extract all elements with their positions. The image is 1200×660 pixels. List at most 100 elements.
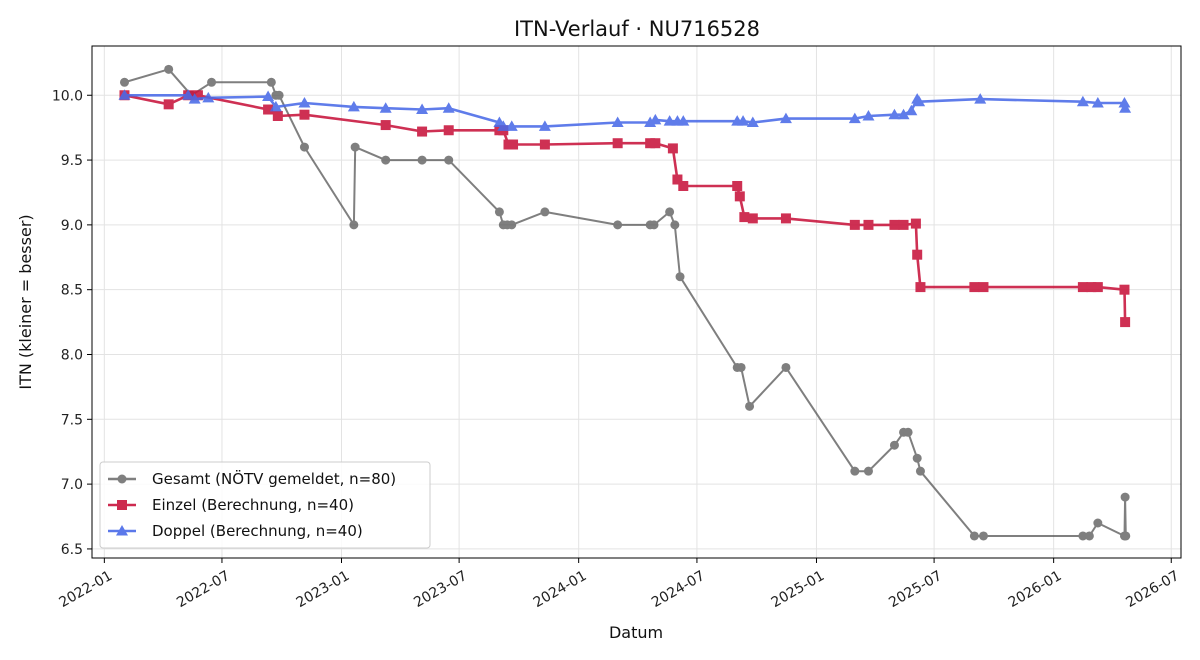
data-point — [849, 219, 860, 230]
x-tick-label: 2024-01 — [531, 568, 590, 611]
data-point — [1092, 282, 1103, 293]
data-point — [779, 112, 792, 124]
data-point — [269, 100, 282, 112]
data-point — [670, 220, 680, 230]
data-point — [613, 220, 623, 230]
data-point — [969, 531, 979, 541]
data-point — [1119, 102, 1132, 113]
data-point — [1076, 95, 1089, 107]
legend-item — [108, 474, 136, 484]
data-point — [739, 212, 750, 223]
data-point — [863, 219, 874, 230]
data-point — [665, 207, 675, 217]
data-point — [442, 102, 455, 113]
x-axis-ticks: 2022-01 2022-07 2023-01 2023-07 2024-01 2024-… — [56, 558, 1182, 611]
chart-title: ITN-Verlauf · NU716528 — [514, 17, 760, 41]
x-tick-label: 2022-01 — [56, 568, 115, 611]
data-point — [164, 64, 174, 74]
data-point — [649, 220, 659, 230]
data-point — [781, 362, 791, 372]
data-point — [381, 155, 391, 165]
y-axis-ticks: 6.5 7.0 7.5 8.0 8.5 9.0 9.5 10.0 — [52, 88, 92, 558]
data-point — [734, 191, 745, 202]
data-point — [298, 97, 311, 108]
data-point — [1084, 531, 1094, 541]
series-triangle — [118, 89, 1132, 131]
data-point — [612, 138, 623, 149]
data-point — [746, 116, 759, 127]
y-tick-label: 6.5 — [61, 542, 83, 558]
data-point — [272, 110, 283, 121]
data-point — [380, 120, 391, 131]
data-point — [905, 104, 918, 116]
legend-item — [108, 525, 136, 536]
legend-label: Einzel (Berechnung, n=40) — [152, 496, 354, 514]
data-point — [969, 282, 980, 293]
legend-marker — [116, 525, 128, 536]
data-point — [1119, 284, 1130, 295]
data-point — [444, 155, 454, 165]
data-point — [266, 77, 276, 87]
data-point — [299, 142, 309, 152]
data-point — [888, 108, 901, 120]
data-point — [417, 126, 428, 137]
data-point — [540, 207, 550, 217]
data-point — [507, 220, 517, 230]
data-point — [299, 109, 310, 120]
data-point — [119, 77, 129, 87]
data-point — [1091, 97, 1104, 108]
x-axis-title: Datum — [609, 623, 663, 642]
data-point — [349, 220, 359, 230]
x-tick-label: 2023-01 — [294, 568, 353, 611]
data-point — [912, 249, 923, 260]
data-point — [202, 91, 215, 103]
legend-label: Gesamt (NÖTV gemeldet, n=80) — [152, 469, 396, 488]
series-square — [119, 90, 1131, 328]
x-tick-label: 2025-01 — [769, 568, 828, 611]
y-tick-label: 10.0 — [52, 88, 83, 104]
data-point — [675, 272, 685, 282]
data-point — [539, 139, 550, 150]
x-tick-label: 2025-07 — [886, 568, 945, 611]
y-tick-label: 8.0 — [61, 347, 83, 363]
data-point — [912, 453, 922, 463]
data-point — [416, 103, 429, 115]
y-tick-label: 7.5 — [61, 412, 83, 428]
data-point — [862, 109, 875, 121]
legend-item — [108, 500, 136, 510]
legend: Gesamt (NÖTV gemeldet, n=80) Einzel (Bere… — [99, 461, 431, 549]
data-point — [538, 120, 551, 131]
data-point — [650, 138, 661, 149]
data-point — [978, 531, 988, 541]
x-tick-label: 2026-01 — [1006, 568, 1065, 611]
data-point — [263, 104, 274, 115]
data-point — [1086, 282, 1097, 293]
data-point — [910, 218, 921, 229]
x-tick-label: 2024-07 — [649, 568, 708, 611]
data-point — [182, 89, 195, 100]
data-point — [915, 282, 926, 293]
data-point — [903, 427, 913, 437]
data-point — [747, 213, 758, 224]
data-point — [736, 362, 746, 372]
data-point — [677, 115, 690, 126]
data-point — [347, 100, 360, 112]
legend-box — [99, 461, 431, 549]
data-point — [672, 174, 683, 185]
data-point — [649, 113, 662, 125]
data-point — [118, 89, 131, 100]
legend-marker — [117, 500, 127, 510]
data-point — [663, 115, 676, 126]
data-point — [417, 155, 427, 165]
series-layer — [118, 64, 1132, 541]
data-point — [207, 77, 217, 87]
data-point — [163, 99, 174, 110]
y-tick-label: 9.0 — [61, 218, 83, 234]
data-point — [379, 102, 392, 113]
data-point — [1121, 531, 1131, 541]
data-point — [1120, 317, 1131, 328]
x-tick-label: 2026-07 — [1123, 568, 1182, 611]
data-point — [192, 90, 203, 101]
y-tick-label: 7.0 — [61, 477, 83, 493]
